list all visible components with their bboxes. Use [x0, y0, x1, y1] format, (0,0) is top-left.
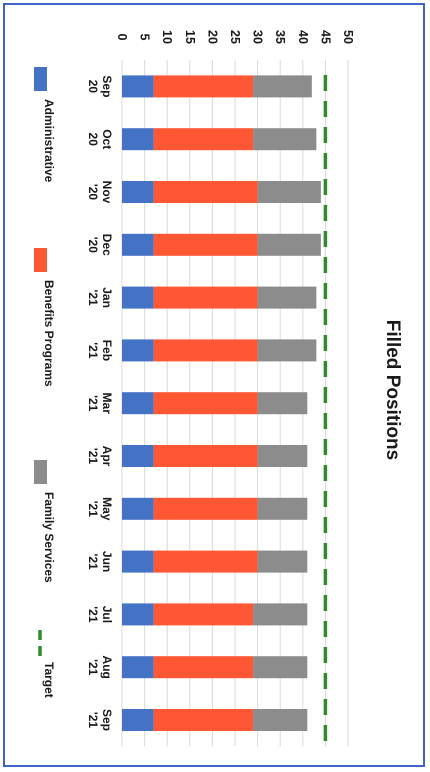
- chart-title: Filled Positions: [382, 320, 403, 460]
- value-tick-label: 5: [138, 34, 152, 41]
- bar-administrative: [122, 75, 154, 98]
- bar-family-services: [253, 656, 308, 679]
- value-axis-ticks: 0 5 10 15 20 25 30 35 40 45 50: [115, 30, 355, 44]
- legend: Administrative Benefits Programs Family Se…: [34, 67, 56, 698]
- bar-family-services: [257, 392, 308, 415]
- category-label: Feb'21: [86, 340, 114, 361]
- bar-benefits-programs: [153, 339, 258, 362]
- bar-family-services: [257, 233, 321, 256]
- legend-label: Target: [42, 662, 56, 698]
- category-label: Sep20: [86, 75, 114, 97]
- legend-label: Benefits Programs: [42, 280, 56, 387]
- bar-benefits-programs: [153, 550, 258, 573]
- bar-family-services: [257, 497, 308, 520]
- category-label: Apr'21: [86, 446, 114, 467]
- legend-label: Administrative: [42, 99, 56, 183]
- bar-administrative: [122, 128, 154, 151]
- category-label: Jul'21: [86, 606, 114, 623]
- bar-benefits-programs: [153, 181, 258, 203]
- bar-administrative: [122, 181, 154, 203]
- bar-administrative: [122, 339, 154, 362]
- bar-benefits-programs: [153, 128, 254, 151]
- bar-administrative: [122, 445, 154, 467]
- bar-benefits-programs: [153, 286, 258, 309]
- category-label: Aug'21: [86, 656, 114, 679]
- category-label: Jun'21: [86, 551, 114, 572]
- category-label: May'21: [86, 497, 114, 521]
- value-tick-label: 40: [296, 30, 310, 44]
- category-label: Sep'21: [86, 709, 114, 731]
- value-tick-label: 30: [251, 30, 265, 44]
- bar-administrative: [122, 603, 154, 626]
- bar-family-services: [253, 603, 308, 626]
- value-tick-label: 45: [318, 30, 332, 44]
- filled-positions-chart: 0 5 10 15 20 25 30 35 40 45 50 Sep20 Oct20 Nov'20 Dec…: [34, 30, 403, 747]
- bar-administrative: [122, 392, 154, 415]
- bar-family-services: [257, 550, 308, 573]
- bar-administrative: [122, 656, 154, 679]
- legend-label: Family Services: [42, 492, 56, 583]
- bar-benefits-programs: [153, 233, 258, 256]
- value-tick-label: 15: [183, 30, 197, 44]
- legend-swatch: [34, 248, 47, 272]
- bar-benefits-programs: [153, 392, 258, 415]
- value-tick-label: 10: [160, 30, 174, 44]
- bar-family-services: [257, 339, 317, 362]
- category-label: Jan'21: [86, 287, 114, 308]
- value-tick-label: 25: [228, 30, 242, 44]
- legend-swatch: [34, 67, 47, 91]
- bar-family-services: [253, 128, 317, 151]
- bar-family-services: [257, 286, 317, 309]
- value-tick-label: 0: [115, 34, 129, 41]
- bar-family-services: [257, 445, 308, 467]
- bar-benefits-programs: [153, 497, 258, 520]
- bar-family-services: [253, 709, 308, 731]
- bar-benefits-programs: [153, 603, 254, 626]
- bar-family-services: [257, 181, 321, 203]
- bar-administrative: [122, 286, 154, 309]
- legend-swatch: [34, 460, 47, 484]
- bar-administrative: [122, 233, 154, 256]
- chart-frame: 0 5 10 15 20 25 30 35 40 45 50 Sep20 Oct20 Nov'20 Dec…: [3, 3, 425, 767]
- bar-benefits-programs: [153, 445, 258, 467]
- category-label: Mar'21: [86, 393, 114, 415]
- bar-benefits-programs: [153, 656, 254, 679]
- category-label: Dec'20: [86, 234, 114, 256]
- bars: [122, 75, 321, 731]
- value-tick-label: 35: [273, 30, 287, 44]
- bar-benefits-programs: [153, 75, 254, 98]
- category-axis-labels: Sep20 Oct20 Nov'20 Dec'20 Jan'21 Feb'21 Mar'21…: [86, 75, 114, 731]
- category-label: Nov'20: [86, 181, 114, 204]
- value-tick-label: 50: [341, 30, 355, 44]
- bar-administrative: [122, 709, 154, 731]
- value-tick-label: 20: [205, 30, 219, 44]
- bar-family-services: [253, 75, 312, 98]
- bar-administrative: [122, 550, 154, 573]
- bar-administrative: [122, 497, 154, 520]
- category-label: Oct20: [86, 129, 114, 149]
- bar-benefits-programs: [153, 709, 254, 731]
